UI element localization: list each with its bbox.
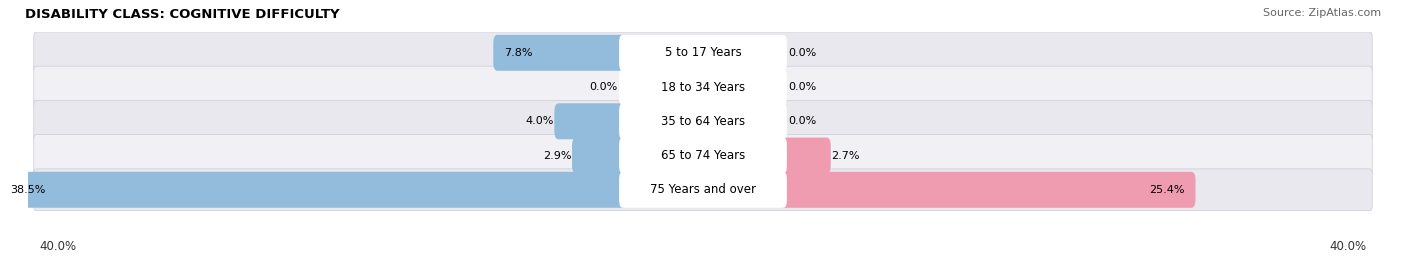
Text: 65 to 74 Years: 65 to 74 Years: [661, 149, 745, 162]
Text: 5 to 17 Years: 5 to 17 Years: [665, 46, 741, 59]
FancyBboxPatch shape: [34, 32, 1372, 74]
FancyBboxPatch shape: [779, 137, 831, 174]
FancyBboxPatch shape: [779, 172, 1195, 208]
Text: 0.0%: 0.0%: [589, 82, 617, 92]
FancyBboxPatch shape: [619, 137, 787, 174]
FancyBboxPatch shape: [619, 69, 787, 105]
Text: 75 Years and over: 75 Years and over: [650, 183, 756, 196]
Text: 4.0%: 4.0%: [526, 116, 554, 126]
FancyBboxPatch shape: [572, 137, 627, 174]
Text: 40.0%: 40.0%: [1330, 240, 1367, 253]
FancyBboxPatch shape: [619, 172, 787, 208]
Text: 0.0%: 0.0%: [789, 116, 817, 126]
FancyBboxPatch shape: [0, 172, 627, 208]
FancyBboxPatch shape: [494, 35, 627, 71]
Text: 38.5%: 38.5%: [10, 185, 46, 195]
Text: DISABILITY CLASS: COGNITIVE DIFFICULTY: DISABILITY CLASS: COGNITIVE DIFFICULTY: [25, 8, 340, 21]
Text: Source: ZipAtlas.com: Source: ZipAtlas.com: [1263, 8, 1381, 18]
Text: 7.8%: 7.8%: [503, 48, 533, 58]
FancyBboxPatch shape: [554, 103, 627, 139]
FancyBboxPatch shape: [34, 66, 1372, 108]
Text: 2.9%: 2.9%: [543, 151, 571, 161]
FancyBboxPatch shape: [34, 135, 1372, 176]
FancyBboxPatch shape: [34, 169, 1372, 211]
Text: 0.0%: 0.0%: [789, 82, 817, 92]
Text: 2.7%: 2.7%: [831, 151, 860, 161]
FancyBboxPatch shape: [34, 100, 1372, 142]
Text: 35 to 64 Years: 35 to 64 Years: [661, 115, 745, 128]
FancyBboxPatch shape: [619, 103, 787, 139]
Text: 40.0%: 40.0%: [39, 240, 76, 253]
Text: 0.0%: 0.0%: [789, 48, 817, 58]
Text: 18 to 34 Years: 18 to 34 Years: [661, 80, 745, 94]
FancyBboxPatch shape: [619, 35, 787, 71]
Text: 25.4%: 25.4%: [1150, 185, 1185, 195]
